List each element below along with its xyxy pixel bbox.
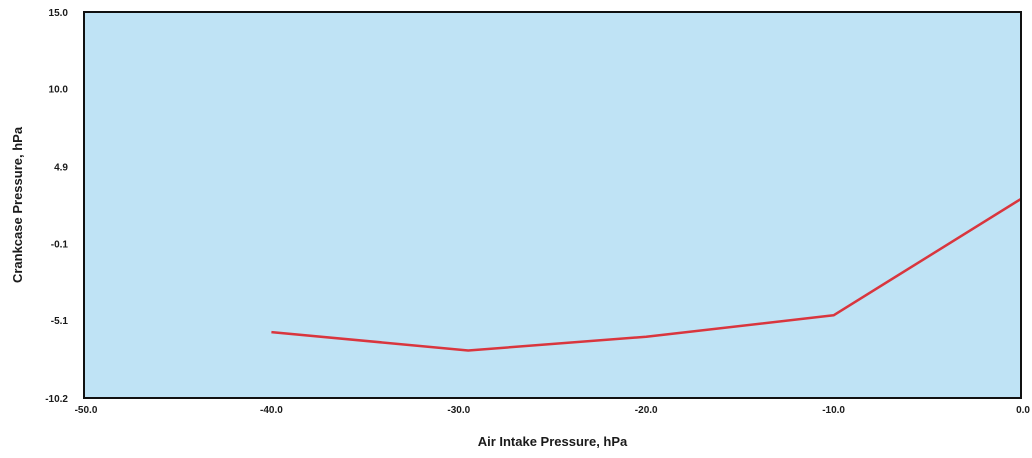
series-line-0 (271, 197, 1022, 352)
x-axis-ticks: -50.0 -40.0 -30.0 -20.0 -10.0 0.0 (75, 405, 1031, 416)
y-tick-label: 4.9 (54, 163, 68, 174)
plot-area (84, 12, 1021, 398)
y-axis-ticks: 15.0 10.0 4.9 -0.1 -5.1 -10.2 (45, 8, 68, 405)
x-tick-label: -50.0 (75, 405, 98, 416)
y-tick-label: -10.2 (45, 394, 68, 405)
x-tick-label: -10.0 (822, 405, 845, 416)
x-tick-label: -20.0 (635, 405, 658, 416)
y-tick-label: 15.0 (49, 8, 69, 19)
y-tick-label: 10.0 (49, 85, 69, 96)
y-tick-label: -0.1 (51, 239, 69, 250)
x-tick-label: -30.0 (447, 405, 470, 416)
y-tick-label: -5.1 (51, 316, 69, 327)
x-tick-label: -40.0 (260, 405, 283, 416)
y-axis-title: Crankcase Pressure, hPa (10, 126, 25, 283)
x-tick-label: 0.0 (1016, 405, 1030, 416)
x-axis-title: Air Intake Pressure, hPa (478, 434, 628, 449)
plot-frame (83, 11, 1022, 399)
